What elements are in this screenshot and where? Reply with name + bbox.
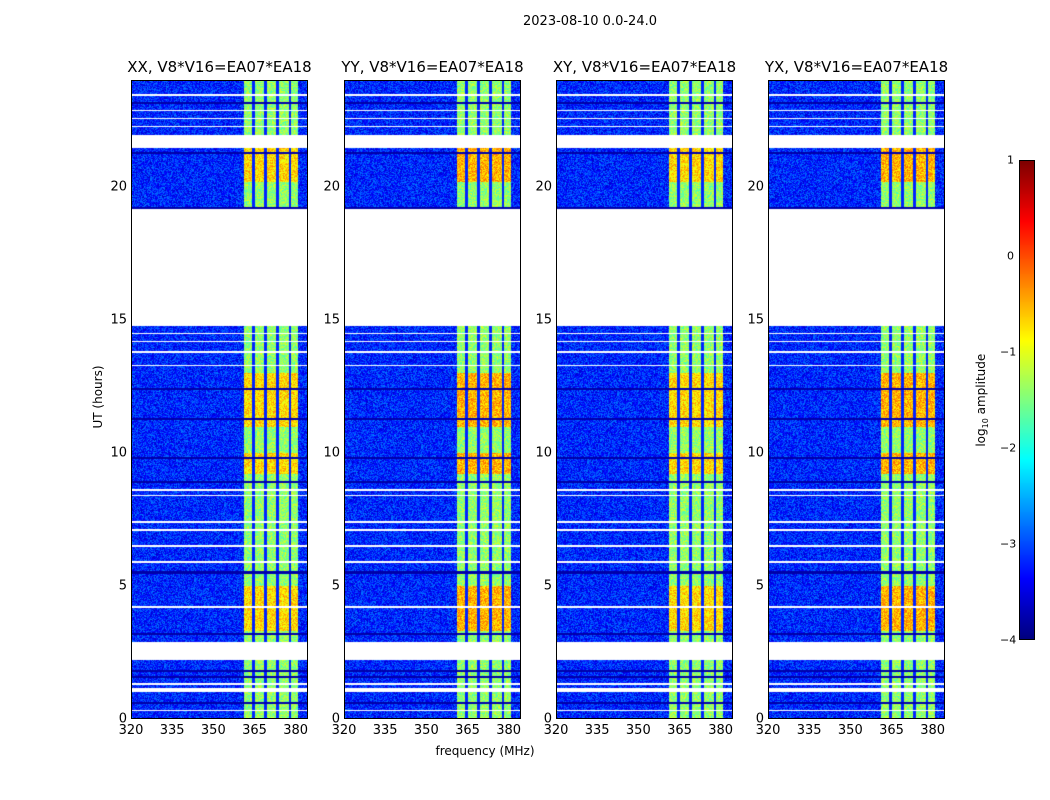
y-tick-label: 0 <box>543 711 552 727</box>
colorbar-gradient <box>1020 161 1034 639</box>
y-tick-label: 10 <box>110 445 127 461</box>
y-tick-label: 5 <box>755 578 764 594</box>
waterfall-heatmap-1 <box>345 81 520 718</box>
panel-title-0: XX, V8*V16=EA07*EA18 <box>127 58 312 76</box>
y-tick-label: 15 <box>747 312 764 328</box>
panel-title-2: XY, V8*V16=EA07*EA18 <box>552 58 737 76</box>
y-tick-label: 10 <box>323 445 340 461</box>
waterfall-heatmap-0 <box>132 81 307 718</box>
x-tick-label: 365 <box>879 723 904 738</box>
y-tick-label: 20 <box>323 179 340 194</box>
y-tick-label: 15 <box>535 312 552 328</box>
colorbar <box>1019 160 1035 640</box>
x-tick-label: 380 <box>283 723 309 738</box>
x-tick-label: 350 <box>200 723 226 738</box>
x-tick-label: 380 <box>920 723 946 738</box>
y-tick-label: 20 <box>110 179 127 194</box>
x-tick-label: 335 <box>372 723 398 738</box>
colorbar-label-log: log <box>973 428 988 447</box>
x-axis-label: frequency (MHz) <box>435 744 535 758</box>
x-tick-label: 335 <box>584 723 610 738</box>
y-axis-label: UT (hours) <box>91 365 105 429</box>
colorbar-label-sub: 10 <box>981 418 991 429</box>
y-tick-label: 10 <box>535 445 552 461</box>
y-tick-label: 5 <box>331 578 340 594</box>
x-tick-label: 380 <box>708 723 734 738</box>
y-tick-label: 20 <box>747 179 764 194</box>
figure-title: 2023-08-10 0.0-24.0 <box>523 14 657 29</box>
y-tick-label: 5 <box>118 578 127 594</box>
waterfall-panel-2 <box>556 80 733 719</box>
x-tick-label: 335 <box>796 723 822 738</box>
x-tick-label: 350 <box>625 723 651 738</box>
x-tick-label: 320 <box>118 723 144 738</box>
waterfall-panel-1 <box>344 80 521 719</box>
waterfall-heatmap-2 <box>557 81 732 718</box>
colorbar-tick-label: −4 <box>1000 633 1017 647</box>
x-tick-label: 320 <box>543 723 569 738</box>
x-tick-label: 335 <box>159 723 185 738</box>
x-tick-label: 365 <box>242 723 267 738</box>
colorbar-tick-label: −1 <box>1000 345 1017 359</box>
y-tick-label: 5 <box>543 578 552 594</box>
x-tick-label: 365 <box>455 723 480 738</box>
colorbar-tick-label: 1 <box>1007 153 1014 167</box>
x-tick-label: 320 <box>755 723 781 738</box>
y-tick-label: 15 <box>323 312 340 328</box>
colorbar-tick-label: −3 <box>1000 537 1017 551</box>
x-tick-label: 350 <box>413 723 439 738</box>
y-tick-label: 10 <box>747 445 764 461</box>
panel-title-3: YX, V8*V16=EA07*EA18 <box>764 58 949 76</box>
waterfall-panel-0 <box>131 80 308 719</box>
x-tick-label: 365 <box>667 723 692 738</box>
x-tick-label: 350 <box>837 723 863 738</box>
colorbar-label-rest: amplitude <box>973 353 988 419</box>
x-tick-label: 320 <box>331 723 357 738</box>
colorbar-tick-label: 0 <box>1007 249 1014 263</box>
y-tick-label: 20 <box>535 179 552 194</box>
colorbar-tick-label: −2 <box>1000 441 1017 455</box>
colorbar-label: log10 amplitude <box>974 340 990 460</box>
x-tick-label: 380 <box>496 723 522 738</box>
y-tick-label: 15 <box>110 312 127 328</box>
y-tick-label: 0 <box>118 711 127 727</box>
y-tick-label: 0 <box>331 711 340 727</box>
waterfall-heatmap-3 <box>769 81 944 718</box>
y-tick-label: 0 <box>755 711 764 727</box>
panel-title-1: YY, V8*V16=EA07*EA18 <box>341 58 524 76</box>
waterfall-panel-3 <box>768 80 945 719</box>
